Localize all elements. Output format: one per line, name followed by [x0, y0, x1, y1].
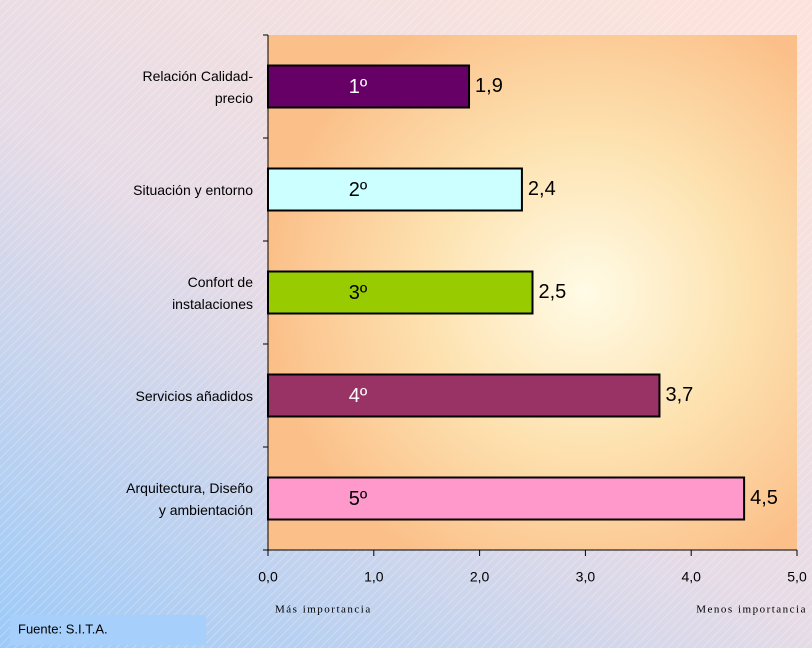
x-tick-label: 1,0	[364, 569, 384, 585]
category-label: Arquitectura, Diseño y ambientación	[126, 479, 253, 518]
bar	[267, 373, 661, 418]
x-tick-label: 3,0	[576, 569, 596, 585]
value-label: 3,7	[665, 384, 693, 406]
rank-label: 2º	[349, 179, 368, 201]
x-tick-label: 4,0	[681, 569, 701, 585]
category-label: Situación y entorno	[133, 181, 253, 198]
rank-label: 4º	[349, 385, 368, 407]
value-label: 1,9	[475, 75, 503, 97]
category-label: Servicios añadidos	[135, 387, 253, 404]
x-tick-label: 2,0	[470, 569, 490, 585]
x-low-label: Más importancia	[275, 604, 372, 616]
x-high-label: Menos importancia	[696, 604, 807, 616]
bar	[267, 270, 534, 315]
category-label: Confort de instalaciones	[172, 273, 253, 312]
bar	[267, 476, 746, 521]
value-label: 2,5	[539, 281, 567, 303]
x-tick-label: 0,0	[258, 569, 278, 585]
source-box	[10, 615, 206, 645]
rank-label: 5º	[349, 488, 368, 510]
source: Fuente: S.I.T.A.	[18, 621, 108, 636]
rank-label: 3º	[349, 282, 368, 304]
bar	[267, 64, 471, 109]
x-tick-label: 5,0	[787, 569, 807, 585]
value-label: 2,4	[528, 178, 556, 200]
category-label: Relación Calidad- precio	[142, 67, 253, 106]
bar	[267, 167, 523, 212]
rank-label: 1º	[349, 76, 368, 98]
value-label: 4,5	[750, 487, 778, 509]
